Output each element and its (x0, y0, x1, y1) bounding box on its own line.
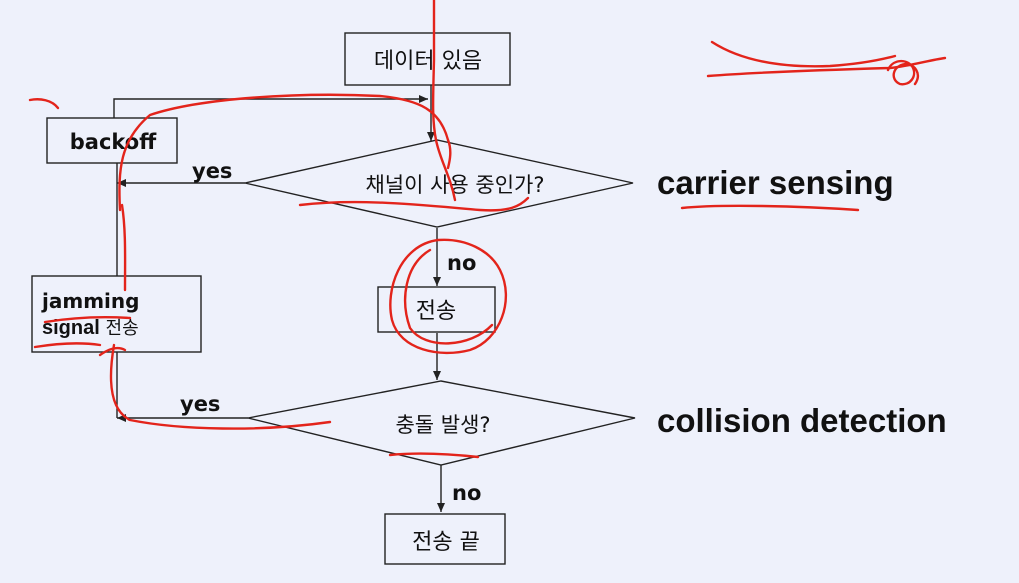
annotation-scribble-2 (706, 56, 947, 78)
yes-label-channel: yes (192, 159, 232, 183)
arrow-backoff-loop-to-channel (113, 95, 428, 118)
jamming-label-line2: signal 전송 (42, 317, 139, 339)
annotation-circle-transmit (389, 238, 508, 355)
no-label-collision: no (452, 481, 481, 505)
end-label: 전송 끝 (412, 530, 480, 555)
annotation-loop-top (118, 93, 452, 212)
jamming-label-transmit: 전송 (100, 318, 139, 339)
transmit-label: 전송 (416, 299, 456, 324)
annotation-signal-tick (98, 346, 127, 357)
backoff-box (46, 117, 178, 164)
collision-decision (247, 380, 636, 466)
annotation-scribble-coil (886, 59, 919, 86)
red-annotations (28, 0, 947, 459)
annotation-scribble-1 (710, 40, 897, 68)
jamming-label-signal: signal (42, 317, 100, 339)
annotation-jamming-underline (43, 316, 132, 324)
channel-busy-label: 채널이 사용 중인가? (365, 173, 544, 197)
yes-label-collision: yes (180, 392, 220, 416)
annotation-jamming-to-backoff (120, 203, 127, 292)
channel-busy-decision (244, 139, 634, 228)
annotation-circle-inner (403, 248, 494, 345)
annotation-vertical-stroke (431, 0, 457, 202)
collision-label: 충돌 발생? (395, 413, 490, 437)
annotation-channel-underline (298, 196, 530, 212)
annotation-backoff-hook (28, 98, 60, 110)
annotation-signal-underline (33, 342, 102, 349)
collision-detection-label: collision detection (657, 402, 947, 439)
annotation-carrier-underline (680, 204, 860, 212)
end-box (384, 513, 506, 565)
jamming-signal-box (31, 275, 202, 353)
carrier-sensing-label: carrier sensing (657, 164, 894, 201)
annotation-collision-underline (388, 452, 480, 459)
backoff-label: backoff (70, 130, 157, 154)
start-box (344, 32, 511, 86)
transmit-box (377, 286, 496, 333)
jamming-label-line1: jamming (41, 289, 139, 313)
start-label: 데이터 있음 (374, 49, 482, 74)
annotation-collision-to-jamming (109, 343, 332, 430)
no-label-channel: no (447, 251, 476, 275)
